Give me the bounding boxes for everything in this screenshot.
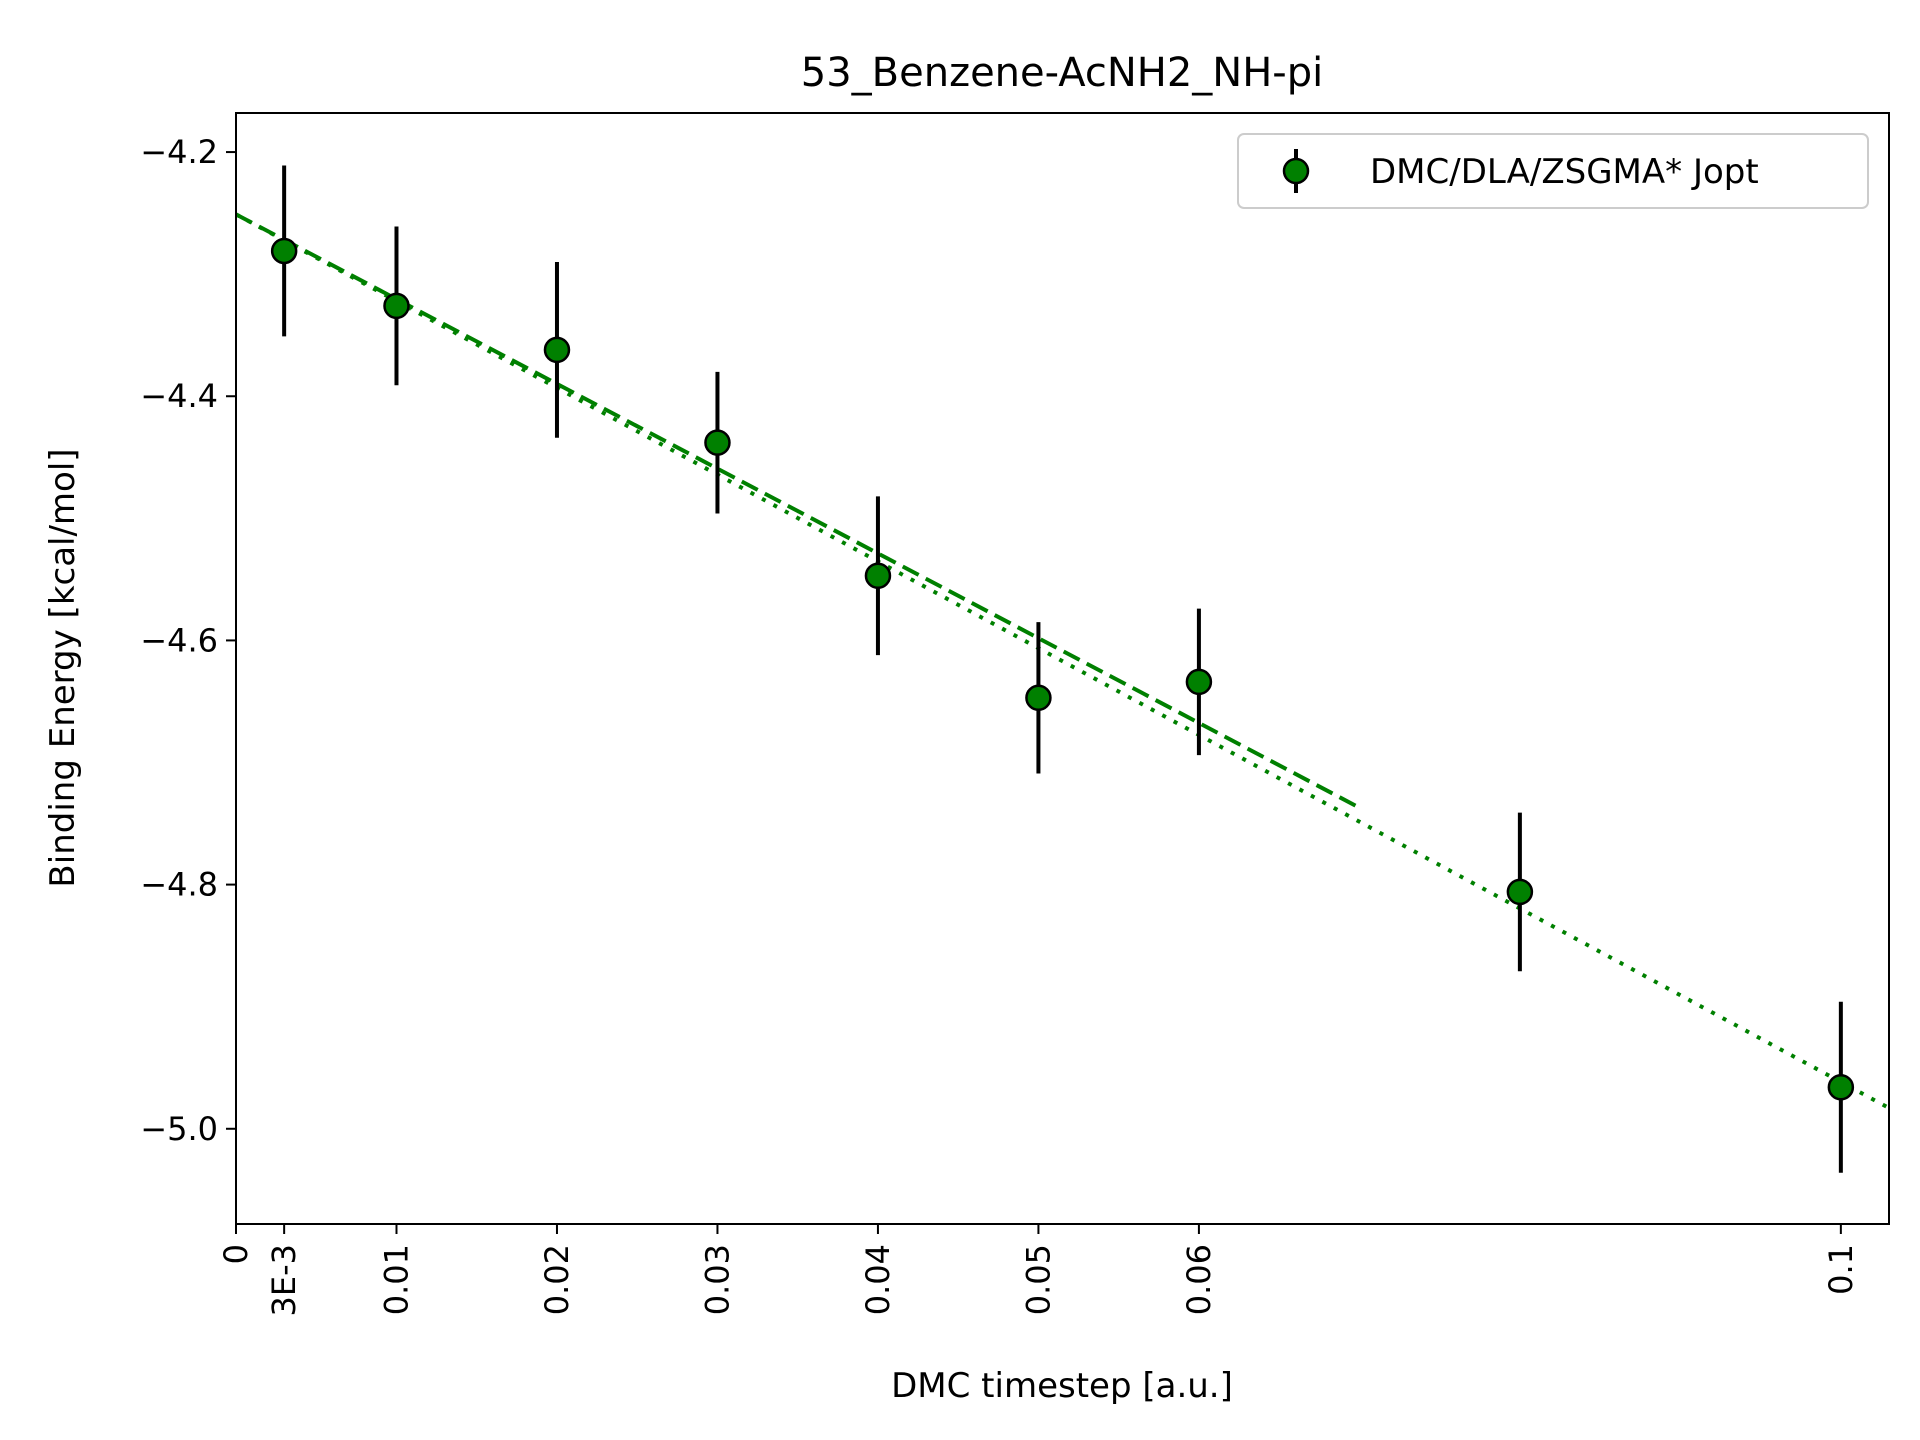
x-tick-label: 0.05 [1019,1244,1057,1315]
data-point [383,292,410,320]
plot-frame [235,112,1890,1225]
x-tick-label: 0.04 [859,1244,897,1315]
y-tick-label: −4.8 [140,866,218,904]
data-point [1185,668,1213,696]
y-tick-label: −4.2 [140,133,218,171]
x-tick-label: 0.01 [377,1244,415,1315]
y-axis-ticks: −4.2 −4.4 −4.6 −4.8 −5.0 [140,133,236,1148]
data-point [864,562,892,589]
y-tick-label: −4.6 [140,621,218,659]
data-points [270,237,1855,1101]
legend-label: DMC/DLA/ZSGMA* Jopt [1370,152,1759,192]
legend: DMC/DLA/ZSGMA* Jopt [1237,133,1869,209]
fit-line-dotted [235,212,1890,1110]
x-tick-label: 0.03 [698,1244,736,1315]
x-axis-label: DMC timestep [a.u.] [891,1366,1233,1406]
fit-lines [235,212,1890,1110]
data-point [1506,878,1534,906]
data-point [1827,1074,1855,1101]
data-point [1025,684,1052,712]
x-tick-label: 3E-3 [265,1244,303,1316]
data-point [270,237,298,265]
y-tick-label: −4.4 [140,377,218,415]
legend-box [1237,133,1869,209]
x-tick-label: 0.02 [538,1244,576,1315]
x-tick-label: 0 [217,1244,255,1264]
legend-marker [1282,157,1310,185]
data-point [704,429,731,456]
error-bars [282,165,1843,1173]
data-point [543,336,571,364]
y-axis-label: Binding Energy [kcal/mol] [43,448,83,887]
y-tick-label: −5.0 [140,1110,218,1148]
x-axis-ticks: 0 3E-3 0.01 0.02 0.03 0.04 0.05 0.06 0.1 [217,1224,1860,1316]
x-tick-label: 0.1 [1822,1244,1860,1295]
x-tick-label: 0.06 [1180,1244,1218,1315]
chart-title: 53_Benzene-AcNH2_NH-pi [801,50,1323,96]
fit-line-dashed [235,212,1361,810]
